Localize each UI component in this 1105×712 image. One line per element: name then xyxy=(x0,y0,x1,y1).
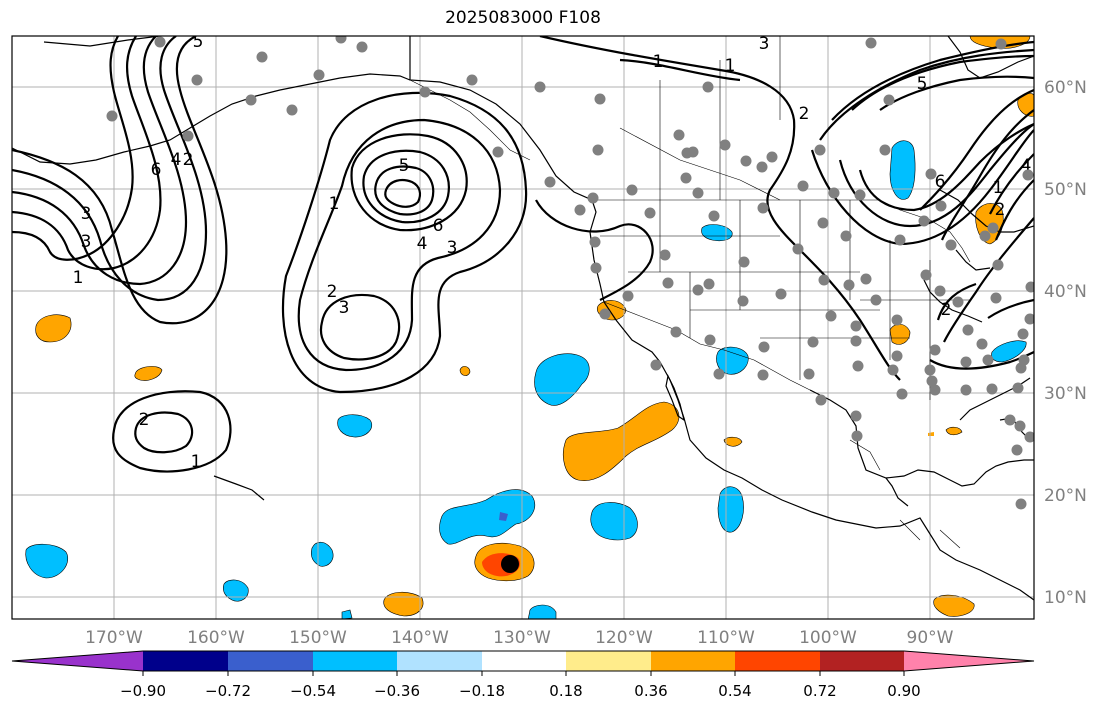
contour-label: 6 xyxy=(935,172,946,192)
map-title: 2025083000 F108 xyxy=(445,8,601,28)
contour-label: 2 xyxy=(941,300,952,320)
colorbar-segment xyxy=(143,651,228,671)
colorbar-tick-label: −0.90 xyxy=(120,682,166,700)
longitude-labels: 170°W 160°W 150°W 140°W 130°W 120°W 110°… xyxy=(85,628,954,648)
colorbar-tick-label: 0.18 xyxy=(549,682,582,700)
colorbar-tick-label: −0.18 xyxy=(459,682,505,700)
colorbar-segment xyxy=(904,651,1034,671)
contour-label: 3 xyxy=(81,232,92,252)
political-borders xyxy=(409,36,971,549)
lon-label: 150°W xyxy=(289,628,347,648)
colorbar-segment xyxy=(820,651,904,671)
colorbar-segment xyxy=(12,651,143,671)
colorbar-segment xyxy=(735,651,820,671)
lat-label: 50°N xyxy=(1044,180,1087,200)
colorbar-segment xyxy=(651,651,735,671)
colorbar-tick-label: −0.54 xyxy=(290,682,336,700)
contour-label: 6 xyxy=(433,216,444,236)
lat-label: 60°N xyxy=(1044,78,1087,98)
colorbar-tick-label: 0.54 xyxy=(718,682,751,700)
colorbar-segment xyxy=(566,651,651,671)
lon-label: 100°W xyxy=(799,628,857,648)
lon-label: 130°W xyxy=(493,628,551,648)
contour-label: 1 xyxy=(73,268,84,288)
lat-label: 40°N xyxy=(1044,282,1087,302)
colorbar-segment xyxy=(228,651,313,671)
contour-label: 1 xyxy=(191,452,202,472)
latitude-labels: 60°N 50°N 40°N 30°N 20°N 10°N xyxy=(1044,78,1087,608)
lat-label: 10°N xyxy=(1044,588,1087,608)
lon-label: 120°W xyxy=(595,628,653,648)
colorbar-tick-label: 0.72 xyxy=(803,682,836,700)
contour-label: 2 xyxy=(139,410,150,430)
positive-anomaly-patches xyxy=(35,36,1034,617)
contour-label: 6 xyxy=(151,160,162,180)
contour-label: 2 xyxy=(995,200,1006,220)
lon-label: 90°W xyxy=(907,628,954,648)
contour-label: 5 xyxy=(917,74,928,94)
contour-label: 2 xyxy=(183,150,194,170)
contour-label: 3 xyxy=(81,204,92,224)
colorbar-segment xyxy=(313,651,397,671)
lon-label: 110°W xyxy=(697,628,755,648)
lon-label: 140°W xyxy=(391,628,449,648)
contour-label: 4 xyxy=(417,234,428,254)
colorbar: −0.90 −0.72 −0.54 −0.36 −0.18 0.18 0.36 … xyxy=(11,650,1035,700)
contour-labels: 1 1 1 1 1 1 2 2 2 2 2 2 3 3 3 3 3 4 4 4 … xyxy=(73,32,1032,472)
station-dots xyxy=(106,36,1034,510)
lat-label: 20°N xyxy=(1044,486,1087,506)
map-frame xyxy=(11,35,1035,620)
contour-label: 2 xyxy=(327,282,338,302)
lon-label: 160°W xyxy=(187,628,245,648)
contour-lines xyxy=(12,36,1034,473)
colorbar-segment xyxy=(397,651,482,671)
colorbar-tick-label: −0.72 xyxy=(205,682,251,700)
negative-anomaly-patches xyxy=(25,140,1027,619)
contour-label: 4 xyxy=(171,150,182,170)
contour-label: 4 xyxy=(1021,156,1032,176)
contour-label: 3 xyxy=(447,238,458,258)
contour-label: 5 xyxy=(399,156,410,176)
colorbar-tick-label: 0.90 xyxy=(887,682,920,700)
contour-label: 1 xyxy=(993,178,1004,198)
lat-label: 30°N xyxy=(1044,384,1087,404)
colorbar-segment xyxy=(482,651,566,671)
graticule xyxy=(12,36,1034,619)
colorbar-tick-label: −0.36 xyxy=(374,682,420,700)
storm-center-marker xyxy=(501,555,519,573)
contour-label: 1 xyxy=(653,52,664,72)
colorbar-tick-label: 0.36 xyxy=(634,682,667,700)
contour-label: 3 xyxy=(759,34,770,54)
contour-label: 1 xyxy=(329,194,340,214)
lon-label: 170°W xyxy=(85,628,143,648)
contour-label: 3 xyxy=(339,298,350,318)
contour-label: 1 xyxy=(725,56,736,76)
contour-label: 2 xyxy=(799,104,810,124)
contour-label: 5 xyxy=(193,32,204,52)
